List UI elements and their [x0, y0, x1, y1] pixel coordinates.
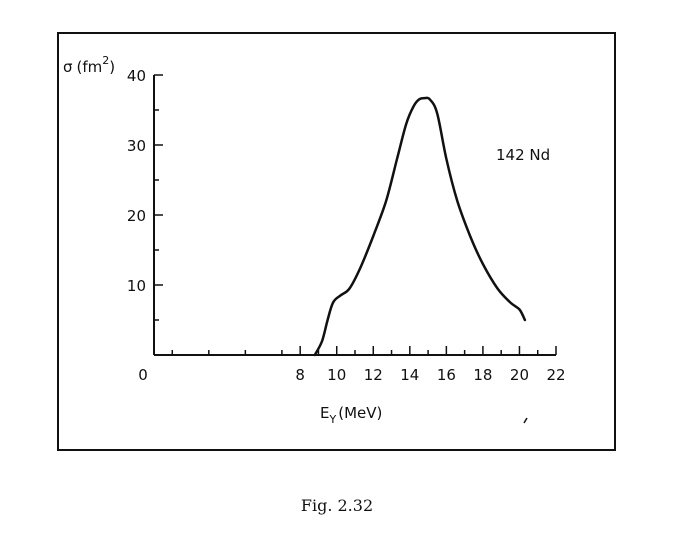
x-tick-label: 12	[364, 366, 383, 384]
x-axis-label-sub: Y	[328, 413, 336, 426]
x-ticks: 0 8 10 12 14 16 18 20 22	[138, 346, 566, 384]
x-axis-label-unit: (MeV)	[338, 404, 382, 422]
y-axis-label-unit-open: (fm	[77, 58, 103, 76]
x-tick-label: 8	[295, 366, 305, 384]
series-line-142nd	[313, 96, 527, 357]
y-tick-label: 10	[127, 277, 146, 295]
x-tick-label: 0	[138, 366, 148, 384]
y-axis-label: σ (fm2)	[63, 54, 115, 76]
y-axis-label-unit-exp: 2	[102, 54, 109, 67]
x-tick-label: 22	[546, 366, 565, 384]
nucleus-annotation: 142 Nd	[496, 146, 550, 164]
y-minor-ticks	[154, 109, 159, 321]
x-tick-label: 20	[510, 366, 529, 384]
y-ticks: 10 20 30 40	[127, 67, 163, 295]
y-tick-label: 40	[127, 67, 146, 85]
x-minor-ticks	[171, 350, 539, 355]
figure-caption: Fig. 2.32	[301, 496, 373, 515]
x-tick-label: 14	[400, 366, 419, 384]
y-axis-label-sigma: σ	[63, 58, 73, 76]
y-axis-label-unit-close: )	[109, 58, 115, 76]
x-tick-label: 18	[473, 366, 492, 384]
x-axis-label: EY (MeV)	[320, 404, 382, 426]
y-tick-label: 30	[127, 137, 146, 155]
figure-frame	[57, 32, 616, 451]
stray-mark	[523, 417, 528, 424]
y-tick-label: 20	[127, 207, 146, 225]
x-axis-label-base: E	[320, 404, 329, 422]
x-tick-label: 10	[327, 366, 346, 384]
x-tick-label: 16	[437, 366, 456, 384]
